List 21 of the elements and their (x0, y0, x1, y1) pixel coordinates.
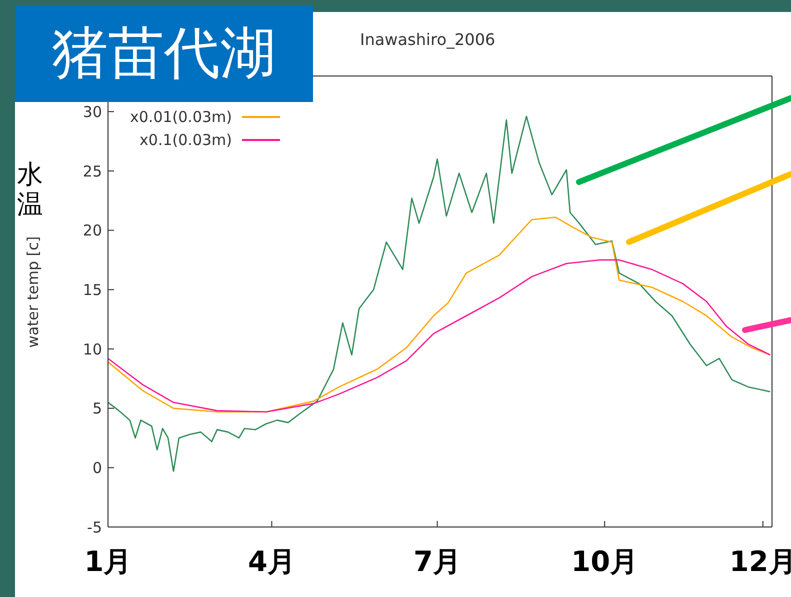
y-axis-title: water temp [c] (24, 236, 42, 348)
legend-label: x0.01(0.03m) (130, 108, 232, 126)
legend-label: x0.1(0.03m) (140, 130, 232, 148)
y-tick-label: 15 (82, 280, 102, 299)
chart-subtitle: Inawashiro_2006 (360, 30, 496, 49)
line-series (108, 259, 771, 413)
x-tick-label: 12月 (729, 544, 791, 578)
y-tick-label: 0 (92, 458, 102, 477)
text: 水温 (17, 160, 44, 220)
y-tick-label: 20 (82, 222, 102, 240)
x-tick-label: 10月 (571, 544, 638, 578)
y-tick-label: 30 (82, 102, 102, 121)
chart-title: 猪苗代湖 (15, 5, 313, 102)
y-tick-label: -5 (87, 518, 102, 536)
y-tick-label: 5 (92, 400, 102, 418)
x-tick-label: 1月 (84, 544, 132, 578)
y-tick-label: 10 (82, 340, 102, 358)
y-tick-label: 25 (82, 162, 102, 180)
line-series (108, 216, 771, 413)
x-tick-label: 7月 (414, 544, 462, 578)
x-tick-label: 4月 (248, 544, 296, 578)
